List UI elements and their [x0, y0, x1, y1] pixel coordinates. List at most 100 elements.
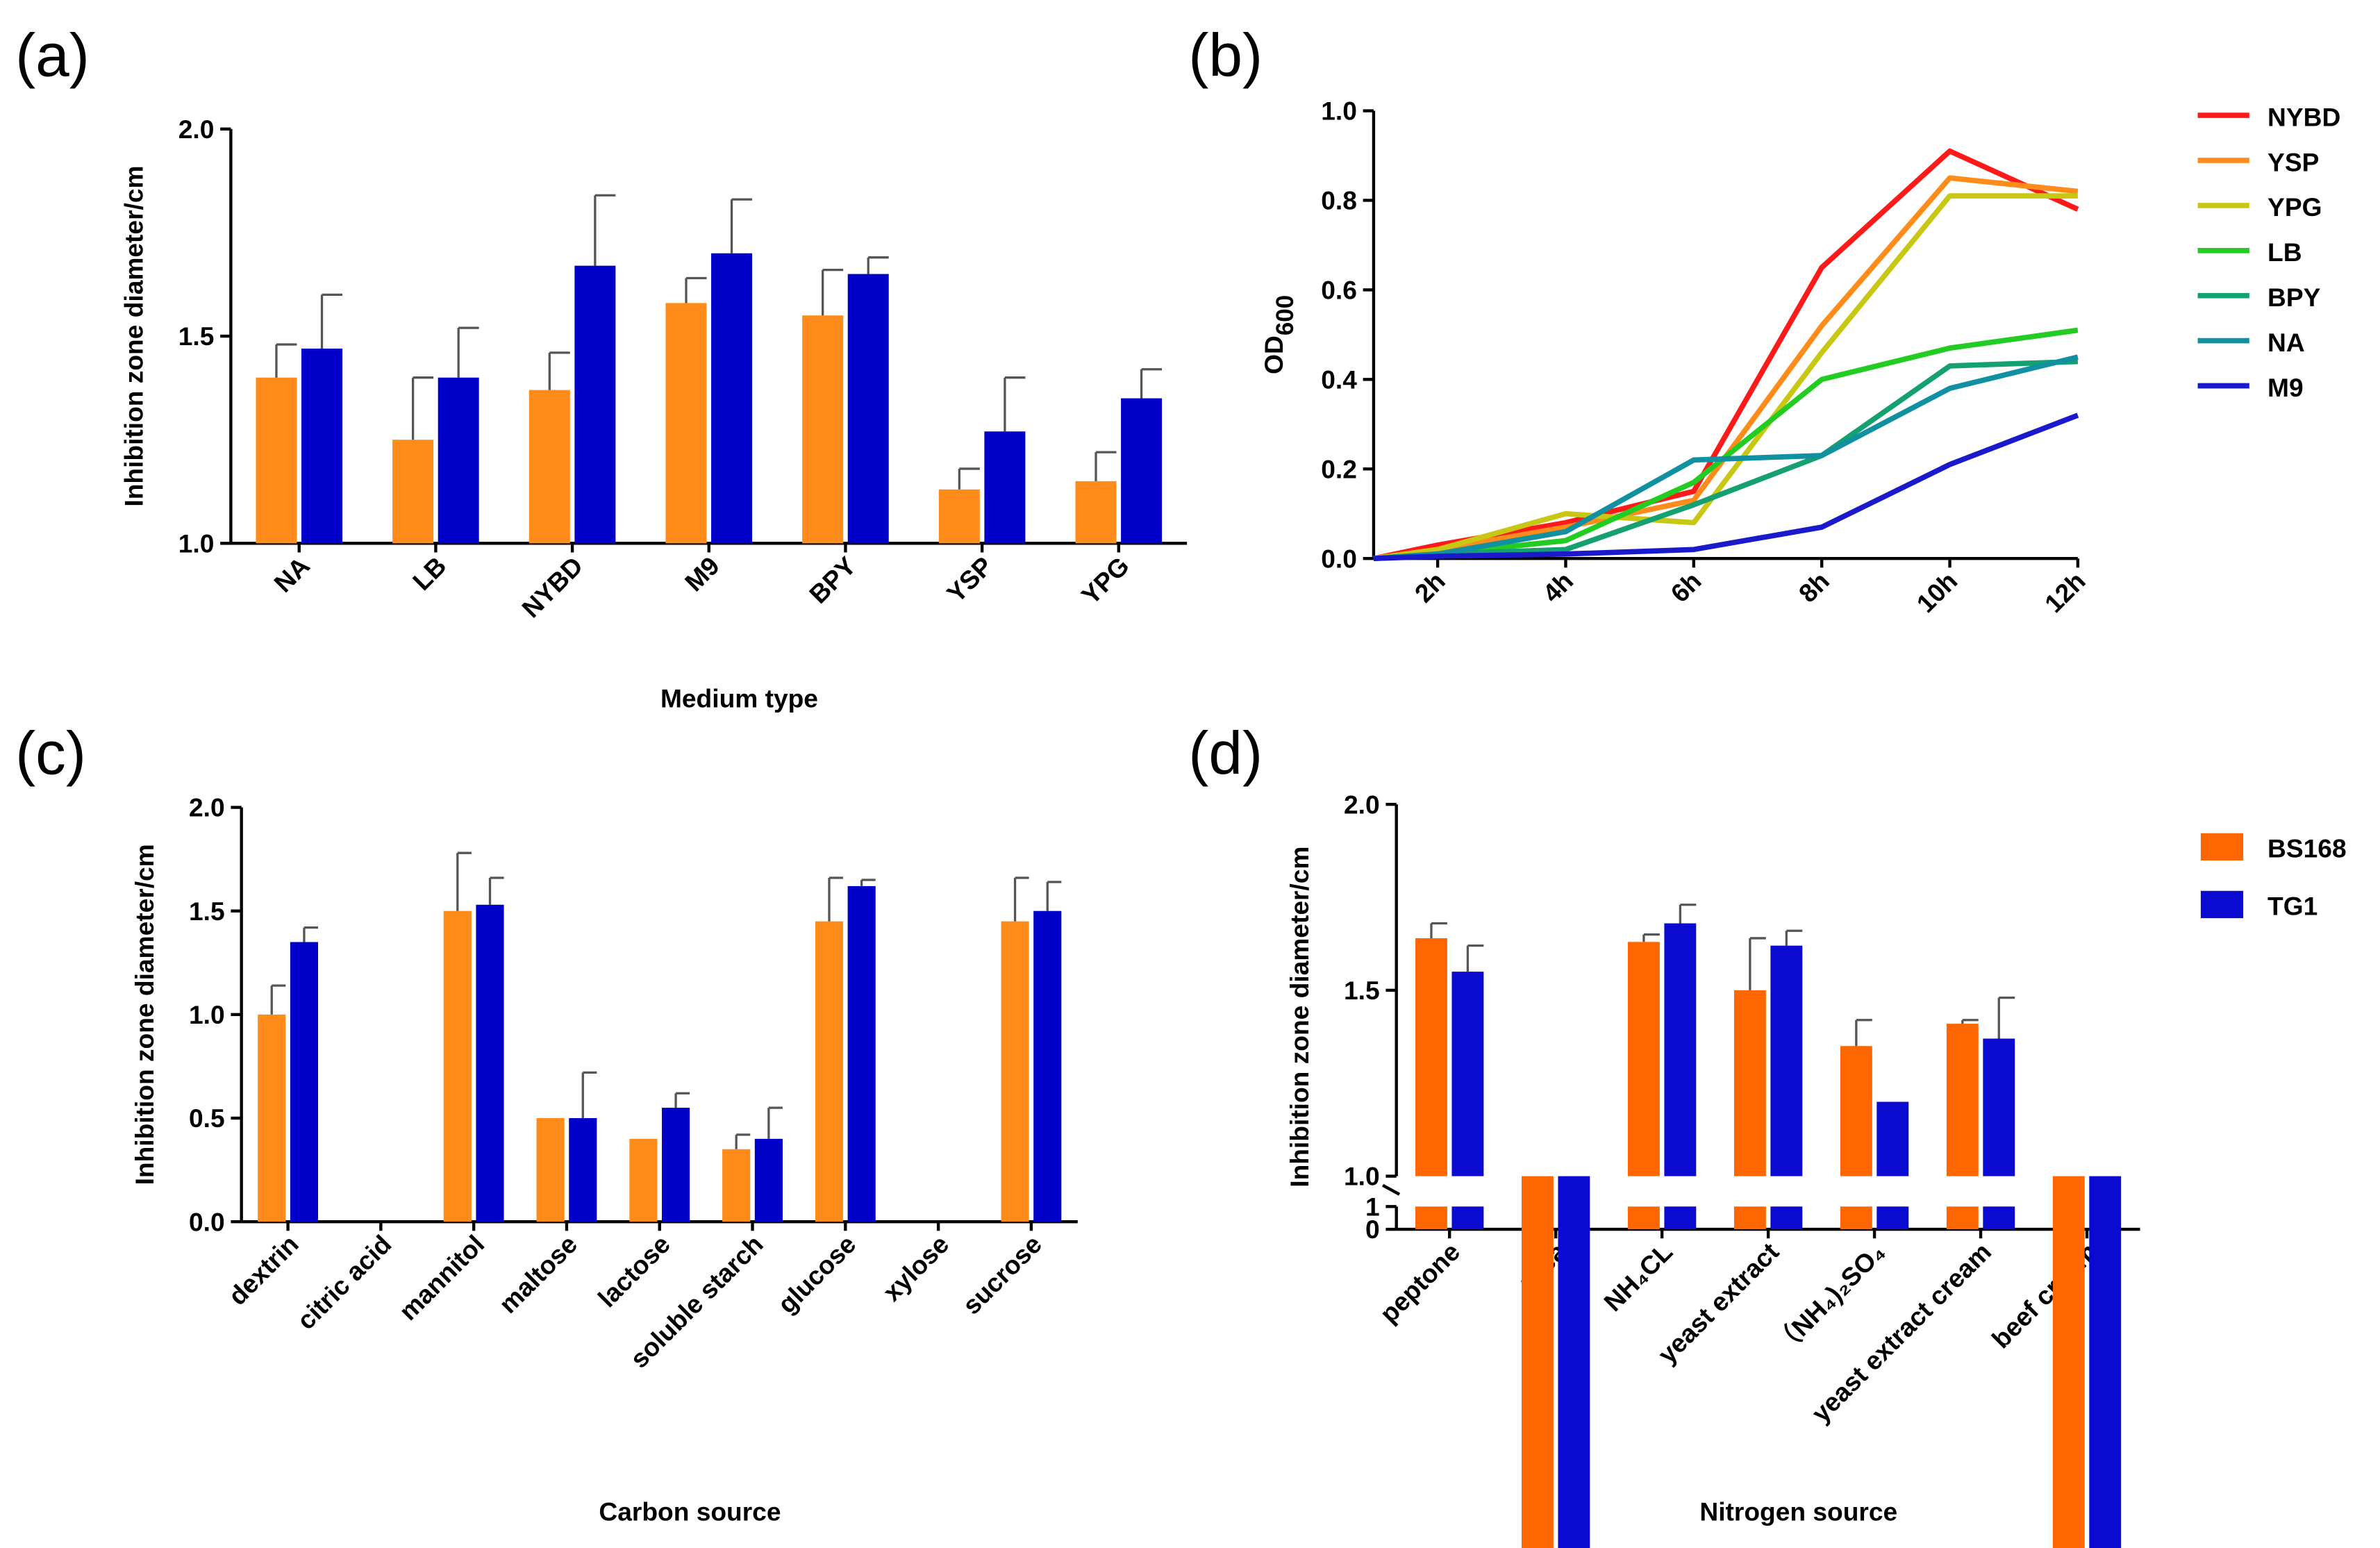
- legend-label: TG1: [2267, 892, 2317, 921]
- bar-lower: [1733, 1206, 1766, 1230]
- x-tick-label: maltose: [493, 1229, 583, 1319]
- bar: [258, 1014, 286, 1222]
- panel-1: (b) 0.0 0.2 0.4 0.6 0.8 1.0 OD600 2h 4h 6h 8h 10h 12h…: [1188, 21, 2340, 618]
- error-bar: [730, 198, 753, 253]
- legend-label: M9: [2267, 373, 2304, 402]
- error-bar: [822, 268, 844, 316]
- bar: [438, 377, 479, 544]
- error-bar: [270, 984, 286, 1015]
- bar: [1733, 990, 1766, 1176]
- bar: [392, 440, 434, 544]
- y-tick-label: 0.2: [1321, 454, 1357, 483]
- error-bar: [674, 1092, 690, 1108]
- error-bar: [488, 876, 504, 905]
- error-bar: [1785, 929, 1803, 946]
- bar: [290, 942, 318, 1222]
- x-tick-label: 12h: [2039, 566, 2091, 618]
- bar-lower: [1451, 1206, 1484, 1230]
- legend-label: NA: [2267, 328, 2305, 357]
- bar: [1558, 1176, 1590, 1548]
- bar: [847, 885, 876, 1222]
- x-tick-label: BPY: [804, 551, 862, 609]
- error-bar: [1046, 881, 1062, 911]
- bar: [476, 904, 504, 1222]
- panel-3: (d) 1.0 1.5 2.0 01 Inhibition zone diameter/c…: [1188, 719, 2347, 1548]
- y-tick-label: 0.5: [189, 1104, 225, 1133]
- error-bar: [457, 326, 479, 378]
- x-tick-label: NA: [268, 551, 315, 598]
- bar: [722, 1149, 751, 1222]
- error-bar: [867, 256, 889, 274]
- error-bar: [320, 293, 343, 349]
- x-tick-label: 8h: [1793, 566, 1835, 608]
- x-tick-label: YSP: [941, 551, 998, 608]
- x-tick-label: lactose: [592, 1229, 676, 1313]
- break-mark: [1381, 1183, 1401, 1196]
- x-tick-label: LB: [407, 551, 452, 596]
- x-tick-label: mannitol: [393, 1229, 490, 1326]
- x-tick-label: sucrose: [957, 1229, 1047, 1320]
- y-axis-label: Inhibition zone diameter/cm: [130, 844, 159, 1185]
- error-bar: [275, 343, 297, 378]
- bar: [1001, 921, 1029, 1222]
- y-axis-label: Inhibition zone diameter/cm: [1285, 847, 1314, 1188]
- error-bar: [1466, 944, 1484, 972]
- error-bar: [1095, 451, 1117, 481]
- y-tick-label: 1.5: [189, 897, 225, 926]
- bar-lower: [1876, 1206, 1909, 1230]
- error-bar: [1855, 1019, 1872, 1047]
- bar: [256, 377, 297, 544]
- bar: [2089, 1176, 2122, 1548]
- x-tick-label: glucose: [772, 1229, 862, 1319]
- legend-label: LB: [2267, 238, 2302, 267]
- legend-swatch: [2200, 890, 2244, 919]
- y-tick-label: 2.0: [178, 115, 215, 144]
- x-tick-label: citric acid: [291, 1229, 397, 1335]
- line: [1373, 413, 2079, 562]
- line: [1373, 175, 2079, 561]
- legend-label: BPY: [2267, 283, 2321, 312]
- error-bar: [958, 467, 980, 490]
- error-bar: [860, 879, 876, 886]
- error-bar: [1642, 933, 1660, 942]
- bar: [1983, 1038, 2015, 1176]
- bar: [1415, 938, 1447, 1176]
- error-bar: [767, 1106, 783, 1139]
- bar: [1840, 1046, 1872, 1176]
- bar: [1075, 481, 1117, 544]
- y-tick-label: 0.0: [189, 1207, 225, 1236]
- x-tick-label: 4h: [1537, 566, 1579, 608]
- y-tick-label: 2.0: [1344, 790, 1380, 819]
- y-axis-label-sub: 600: [1272, 295, 1299, 335]
- bar: [1627, 942, 1660, 1176]
- x-tick-label: NH₄CL: [1598, 1237, 1678, 1317]
- legend-label: YSP: [2267, 147, 2319, 176]
- bar-lower: [1664, 1206, 1697, 1230]
- x-tick-label: 6h: [1665, 566, 1706, 608]
- x-tick-label: 10h: [1911, 566, 1963, 618]
- bar: [1521, 1176, 1554, 1548]
- bar: [629, 1138, 658, 1222]
- legend-label: NYBD: [2267, 102, 2340, 131]
- x-tick-label: dextrin: [222, 1229, 303, 1310]
- y-tick-label: 1.0: [1321, 97, 1357, 126]
- bar-lower: [1946, 1206, 1979, 1230]
- error-bar: [411, 376, 434, 440]
- panel-label: (d): [1188, 719, 1263, 788]
- error-bar: [1749, 937, 1766, 990]
- y-tick-label: 1.5: [178, 322, 215, 351]
- bar: [536, 1118, 565, 1222]
- bar: [938, 489, 980, 544]
- bar-lower: [1415, 1206, 1447, 1230]
- x-axis-label: Nitrogen source: [1699, 1497, 1897, 1526]
- error-bar: [1997, 996, 2015, 1039]
- error-bar: [548, 351, 570, 390]
- error-bar: [1004, 376, 1026, 432]
- error-bar: [1961, 1019, 1979, 1024]
- line: [1373, 193, 2078, 561]
- bar: [443, 910, 472, 1222]
- bar: [1946, 1024, 1979, 1176]
- x-tick-label: peptone: [1374, 1237, 1465, 1329]
